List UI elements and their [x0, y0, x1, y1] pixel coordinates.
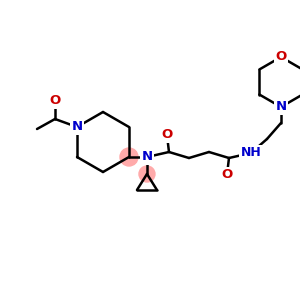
Text: O: O — [50, 94, 61, 107]
Text: N: N — [71, 121, 82, 134]
Text: N: N — [141, 151, 152, 164]
Text: N: N — [275, 100, 286, 113]
Text: NH: NH — [241, 146, 261, 160]
Circle shape — [139, 166, 155, 182]
Text: O: O — [221, 169, 233, 182]
Text: N: N — [275, 100, 286, 113]
Text: O: O — [275, 50, 286, 64]
Text: O: O — [161, 128, 172, 142]
Circle shape — [120, 148, 138, 166]
